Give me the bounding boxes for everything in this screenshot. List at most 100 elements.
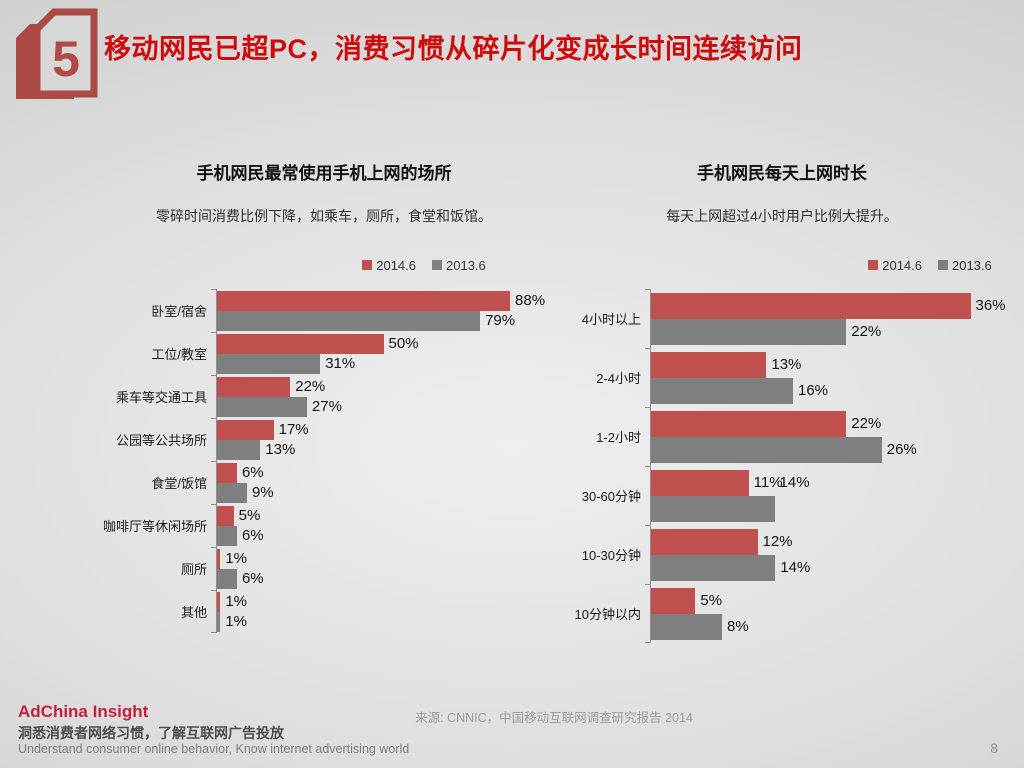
bar-group: 12% 14% xyxy=(651,525,1006,584)
bar-2014.6 xyxy=(217,376,291,397)
category-label: 1-2小时 xyxy=(596,430,641,445)
chart-legend: 2014.6 2013.6 xyxy=(706,256,1024,274)
chart-row: 其他 1% 1% xyxy=(98,590,550,633)
value-label: 16% xyxy=(798,382,829,399)
bar-line: 17% xyxy=(217,419,550,440)
slide-header: 5 移动网民已超PC，消费习惯从碎片化变成长时间连续访问 xyxy=(0,0,1024,118)
bar-line: 27% xyxy=(217,396,550,417)
bar-2014.6 xyxy=(217,419,274,440)
data-source-note: 来源: CNNIC，中国移动互联网调查研究报告 2014 xyxy=(415,711,693,725)
bar-group: 88% 79% xyxy=(217,289,550,332)
bar-line: 9% xyxy=(217,482,550,503)
value-label: 11% xyxy=(753,474,783,491)
value-label: 6% xyxy=(241,570,264,587)
chart-row: 公园等公共场所 17% 13% xyxy=(98,418,550,461)
chart-mobile-usage-places: 手机网民最常使用手机上网的场所 零碎时间消费比例下降，如乘车，厕所，食堂和饭馆。… xyxy=(98,163,550,633)
category-label: 咖啡厅等休闲场所 xyxy=(102,519,207,534)
legend-item: 2013.6 xyxy=(432,256,486,274)
bar-2014.6 xyxy=(651,351,767,378)
bar-line: 6% xyxy=(217,462,550,483)
legend-swatch-icon xyxy=(938,260,948,270)
bar-2014.6 xyxy=(651,292,971,319)
category-label: 食堂/饭馆 xyxy=(151,476,207,491)
bar-2013.6 xyxy=(217,611,221,632)
bar-line: 12% xyxy=(651,528,1006,555)
value-label: 22% xyxy=(851,323,882,340)
legend-item: 2014.6 xyxy=(362,256,416,274)
bar-line: 1% xyxy=(217,591,550,612)
chart-daily-online-duration: 手机网民每天上网时长 每天上网超过4小时用户比例大提升。 2014.6 2013.… xyxy=(558,163,1006,643)
category-label: 10分钟以内 xyxy=(574,607,641,622)
value-label: 22% xyxy=(851,415,882,432)
bar-line: 22% xyxy=(217,376,550,397)
chart-subtitle: 零碎时间消费比例下降，如乘车，厕所，食堂和饭馆。 xyxy=(156,208,492,224)
legend-item: 2014.6 xyxy=(868,256,922,274)
badge-number: 5 xyxy=(52,31,80,87)
bar-2014.6 xyxy=(651,469,749,496)
chart-row: 10-30分钟 12% 14% xyxy=(558,525,1006,584)
bar-line: 1% xyxy=(217,611,550,632)
category-label: 10-30分钟 xyxy=(581,548,641,563)
category-label: 卧室/宿舍 xyxy=(151,304,207,319)
value-label: 5% xyxy=(238,507,261,524)
bar-2014.6 xyxy=(217,505,234,526)
bar-line: 13% xyxy=(651,351,1006,378)
value-label: 12% xyxy=(762,533,793,550)
category-label: 其他 xyxy=(180,605,207,620)
value-label: 50% xyxy=(388,335,419,352)
bar-line: 5% xyxy=(217,505,550,526)
bar-2014.6 xyxy=(651,410,847,437)
value-label: 6% xyxy=(241,527,264,544)
legend-label: 2014.6 xyxy=(376,257,416,273)
bar-group: 11% 14% xyxy=(651,466,1006,525)
value-label: 1% xyxy=(225,613,248,630)
bar-group: 5% 6% xyxy=(217,504,550,547)
chart-title: 手机网民最常使用手机上网的场所 xyxy=(196,164,452,183)
page-number: 8 xyxy=(990,740,998,756)
plot-area: 4小时以上 36% 22% 2-4小时 13% 16% 1-2小时 22% 26% 30-60分钟… xyxy=(558,289,1006,643)
legend-label: 2013.6 xyxy=(446,257,486,273)
bar-line: 22% xyxy=(651,410,1006,437)
bar-2014.6 xyxy=(217,333,384,354)
value-label: 26% xyxy=(886,441,917,458)
chart-subtitle: 每天上网超过4小时用户比例大提升。 xyxy=(666,208,898,224)
bar-line: 13% xyxy=(217,439,550,460)
bar-2014.6 xyxy=(217,591,221,612)
legend-swatch-icon xyxy=(362,260,373,270)
legend-item: 2013.6 xyxy=(938,256,992,274)
bar-group: 1% 1% xyxy=(217,590,550,633)
value-label: 31% xyxy=(325,355,356,372)
bar-2014.6 xyxy=(651,528,758,555)
legend-swatch-icon xyxy=(432,260,442,270)
bar-line: 31% xyxy=(217,353,550,374)
bar-2013.6 xyxy=(217,353,321,374)
bar-line: 8% xyxy=(651,613,1006,640)
bar-line: 16% xyxy=(651,377,1006,404)
bar-line: 26% xyxy=(651,436,1006,463)
bar-line: 14% xyxy=(651,554,1006,581)
value-label: 1% xyxy=(225,593,248,610)
category-label: 厕所 xyxy=(180,562,207,577)
bar-line: 79% xyxy=(217,310,550,331)
chart-row: 咖啡厅等休闲场所 5% 6% xyxy=(98,504,550,547)
value-label: 1% xyxy=(225,550,248,567)
brand-logo-text: AdChina Insight xyxy=(18,702,149,721)
value-label: 6% xyxy=(241,464,264,481)
bar-2013.6 xyxy=(217,439,261,460)
bar-line: 11% 14% xyxy=(651,469,1006,496)
bar-group: 5% 8% xyxy=(651,584,1006,643)
bar-2014.6 xyxy=(217,548,221,569)
chart-title: 手机网民每天上网时长 xyxy=(697,164,867,183)
chart-row: 卧室/宿舍 88% 79% xyxy=(98,289,550,332)
bar-group: 36% 22% xyxy=(651,289,1006,348)
category-label: 30-60分钟 xyxy=(581,489,641,504)
chart-legend: 2014.6 2013.6 xyxy=(198,256,650,274)
category-label: 4小时以上 xyxy=(581,312,641,327)
bar-line: 6% xyxy=(217,568,550,589)
bar-2013.6 xyxy=(651,613,722,640)
slide-title: 移动网民已超PC，消费习惯从碎片化变成长时间连续访问 xyxy=(104,34,803,64)
bar-2013.6 xyxy=(651,495,776,522)
chart-row: 乘车等交通工具 22% 27% xyxy=(98,375,550,418)
category-label: 公园等公共场所 xyxy=(115,433,207,448)
